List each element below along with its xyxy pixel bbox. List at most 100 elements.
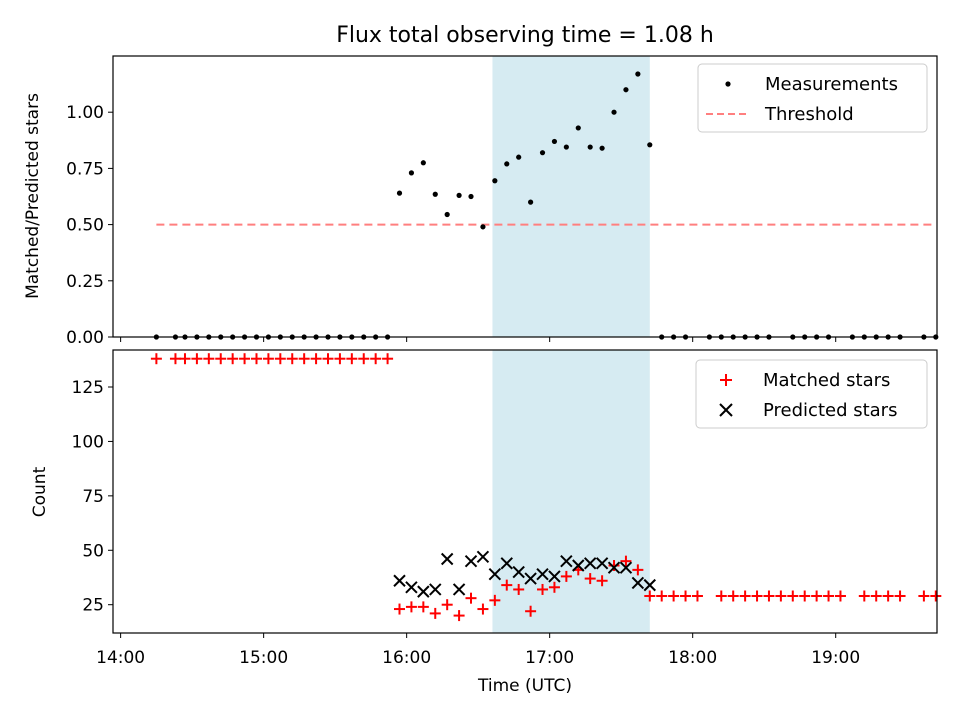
matched-point-7 bbox=[239, 353, 251, 365]
matched-point-54 bbox=[811, 590, 823, 602]
matched-point-57 bbox=[858, 590, 870, 602]
top-panel: 0.00 0.25 0.50 0.75 1.00 Matched/Predicted s… bbox=[23, 55, 939, 348]
bottom-ytick-label-0: 25 bbox=[82, 596, 104, 616]
top-shaded-region bbox=[492, 56, 650, 337]
measurement-point-39 bbox=[623, 87, 629, 93]
bottom-legend: Matched stars Predicted stars bbox=[695, 359, 928, 429]
matched-point-32 bbox=[537, 583, 549, 595]
measurement-point-30 bbox=[516, 154, 522, 160]
matched-point-27 bbox=[477, 603, 489, 615]
matched-point-58 bbox=[870, 590, 882, 602]
legend-matched-label: Matched stars bbox=[763, 370, 890, 391]
measurement-point-36 bbox=[587, 144, 593, 150]
legend-predicted-label: Predicted stars bbox=[763, 400, 897, 421]
matched-point-17 bbox=[358, 353, 370, 365]
top-ytick-label-0: 0.00 bbox=[66, 328, 104, 348]
top-ytick-label-1: 0.25 bbox=[66, 272, 104, 292]
measurement-point-35 bbox=[575, 125, 581, 131]
matched-point-43 bbox=[668, 590, 680, 602]
measurement-point-21 bbox=[408, 170, 415, 176]
predicted-point-8 bbox=[488, 568, 502, 581]
matched-point-56 bbox=[834, 590, 846, 602]
measurement-point-28 bbox=[492, 178, 498, 184]
matched-point-51 bbox=[775, 590, 787, 602]
predicted-point-17 bbox=[595, 557, 609, 570]
matched-point-48 bbox=[739, 590, 751, 602]
bottom-y-axis-label: Count bbox=[30, 466, 50, 517]
matched-point-49 bbox=[751, 590, 763, 602]
measurement-point-26 bbox=[468, 193, 474, 200]
top-axes-frame bbox=[112, 55, 938, 338]
matched-point-3 bbox=[191, 353, 203, 365]
predicted-point-16 bbox=[583, 557, 597, 570]
matched-point-44 bbox=[680, 590, 692, 602]
matched-point-23 bbox=[429, 607, 441, 619]
matched-point-9 bbox=[262, 353, 274, 365]
matched-point-4 bbox=[203, 353, 215, 365]
matched-point-15 bbox=[334, 353, 346, 365]
matched-point-16 bbox=[346, 353, 358, 365]
matched-point-31 bbox=[525, 605, 537, 617]
matched-point-52 bbox=[787, 590, 799, 602]
matched-point-22 bbox=[417, 601, 429, 613]
predicted-point-9 bbox=[500, 557, 513, 570]
bottom-shaded-region bbox=[492, 350, 650, 633]
matched-point-41 bbox=[644, 590, 656, 602]
matched-point-5 bbox=[215, 353, 227, 365]
bottom-legend-box bbox=[695, 359, 928, 429]
matched-point-45 bbox=[691, 590, 703, 602]
bottom-axes-frame bbox=[112, 349, 938, 634]
measurement-point-32 bbox=[539, 150, 546, 156]
bottom-xtick-label-3: 17:00 bbox=[525, 648, 574, 668]
legend-measurements-label: Measurements bbox=[765, 74, 898, 95]
measurement-point-20 bbox=[396, 190, 403, 196]
predicted-point-1 bbox=[405, 581, 418, 594]
matched-point-29 bbox=[501, 579, 513, 591]
matched-point-47 bbox=[727, 590, 739, 602]
matched-point-37 bbox=[596, 575, 608, 587]
predicted-point-19 bbox=[619, 561, 633, 574]
bottom-panel: 25 50 75 100 125 14:00 15:00 16:00 17:00 18:00 19… bbox=[30, 349, 942, 696]
matched-point-39 bbox=[620, 555, 632, 567]
chart-title: Flux total observing time = 1.08 h bbox=[336, 23, 714, 48]
legend-predicted-marker bbox=[719, 403, 733, 417]
matched-point-61 bbox=[918, 590, 930, 602]
matched-point-46 bbox=[715, 590, 727, 602]
matched-point-42 bbox=[656, 590, 668, 602]
matched-point-34 bbox=[560, 570, 572, 582]
predicted-point-6 bbox=[464, 554, 478, 568]
matched-point-25 bbox=[453, 610, 465, 622]
matched-point-50 bbox=[763, 590, 775, 602]
predicted-point-20 bbox=[631, 576, 645, 590]
matched-point-26 bbox=[465, 592, 477, 604]
bottom-ytick-label-1: 50 bbox=[82, 541, 104, 561]
measurement-point-37 bbox=[599, 145, 605, 151]
matched-point-55 bbox=[823, 590, 835, 602]
measurement-point-31 bbox=[528, 199, 534, 205]
bottom-xtick-label-0: 14:00 bbox=[96, 648, 145, 668]
matched-point-21 bbox=[405, 601, 417, 613]
top-ytick-label-4: 1.00 bbox=[66, 103, 104, 123]
predicted-point-3 bbox=[429, 583, 442, 596]
matched-point-28 bbox=[489, 594, 501, 606]
matched-point-10 bbox=[274, 353, 286, 365]
matched-point-2 bbox=[179, 353, 191, 365]
x-axis-label: Time (UTC) bbox=[477, 676, 572, 696]
bottom-ytick-label-2: 75 bbox=[82, 487, 104, 507]
predicted-point-7 bbox=[476, 550, 490, 564]
matched-point-8 bbox=[250, 353, 262, 365]
bottom-xtick-label-5: 19:00 bbox=[811, 648, 860, 668]
top-ytick-label-3: 0.75 bbox=[66, 159, 104, 179]
matched-point-6 bbox=[227, 353, 239, 365]
matched-point-1 bbox=[169, 353, 181, 365]
predicted-point-15 bbox=[572, 559, 585, 572]
matched-point-62 bbox=[930, 590, 942, 602]
matched-point-24 bbox=[441, 599, 453, 611]
measurement-point-24 bbox=[444, 211, 450, 218]
measurement-point-34 bbox=[563, 144, 569, 150]
matched-point-0 bbox=[150, 353, 162, 365]
measurement-point-29 bbox=[504, 161, 510, 167]
matched-point-33 bbox=[548, 581, 560, 593]
predicted-point-18 bbox=[607, 561, 621, 574]
bottom-ytick-label-4: 125 bbox=[72, 378, 104, 398]
